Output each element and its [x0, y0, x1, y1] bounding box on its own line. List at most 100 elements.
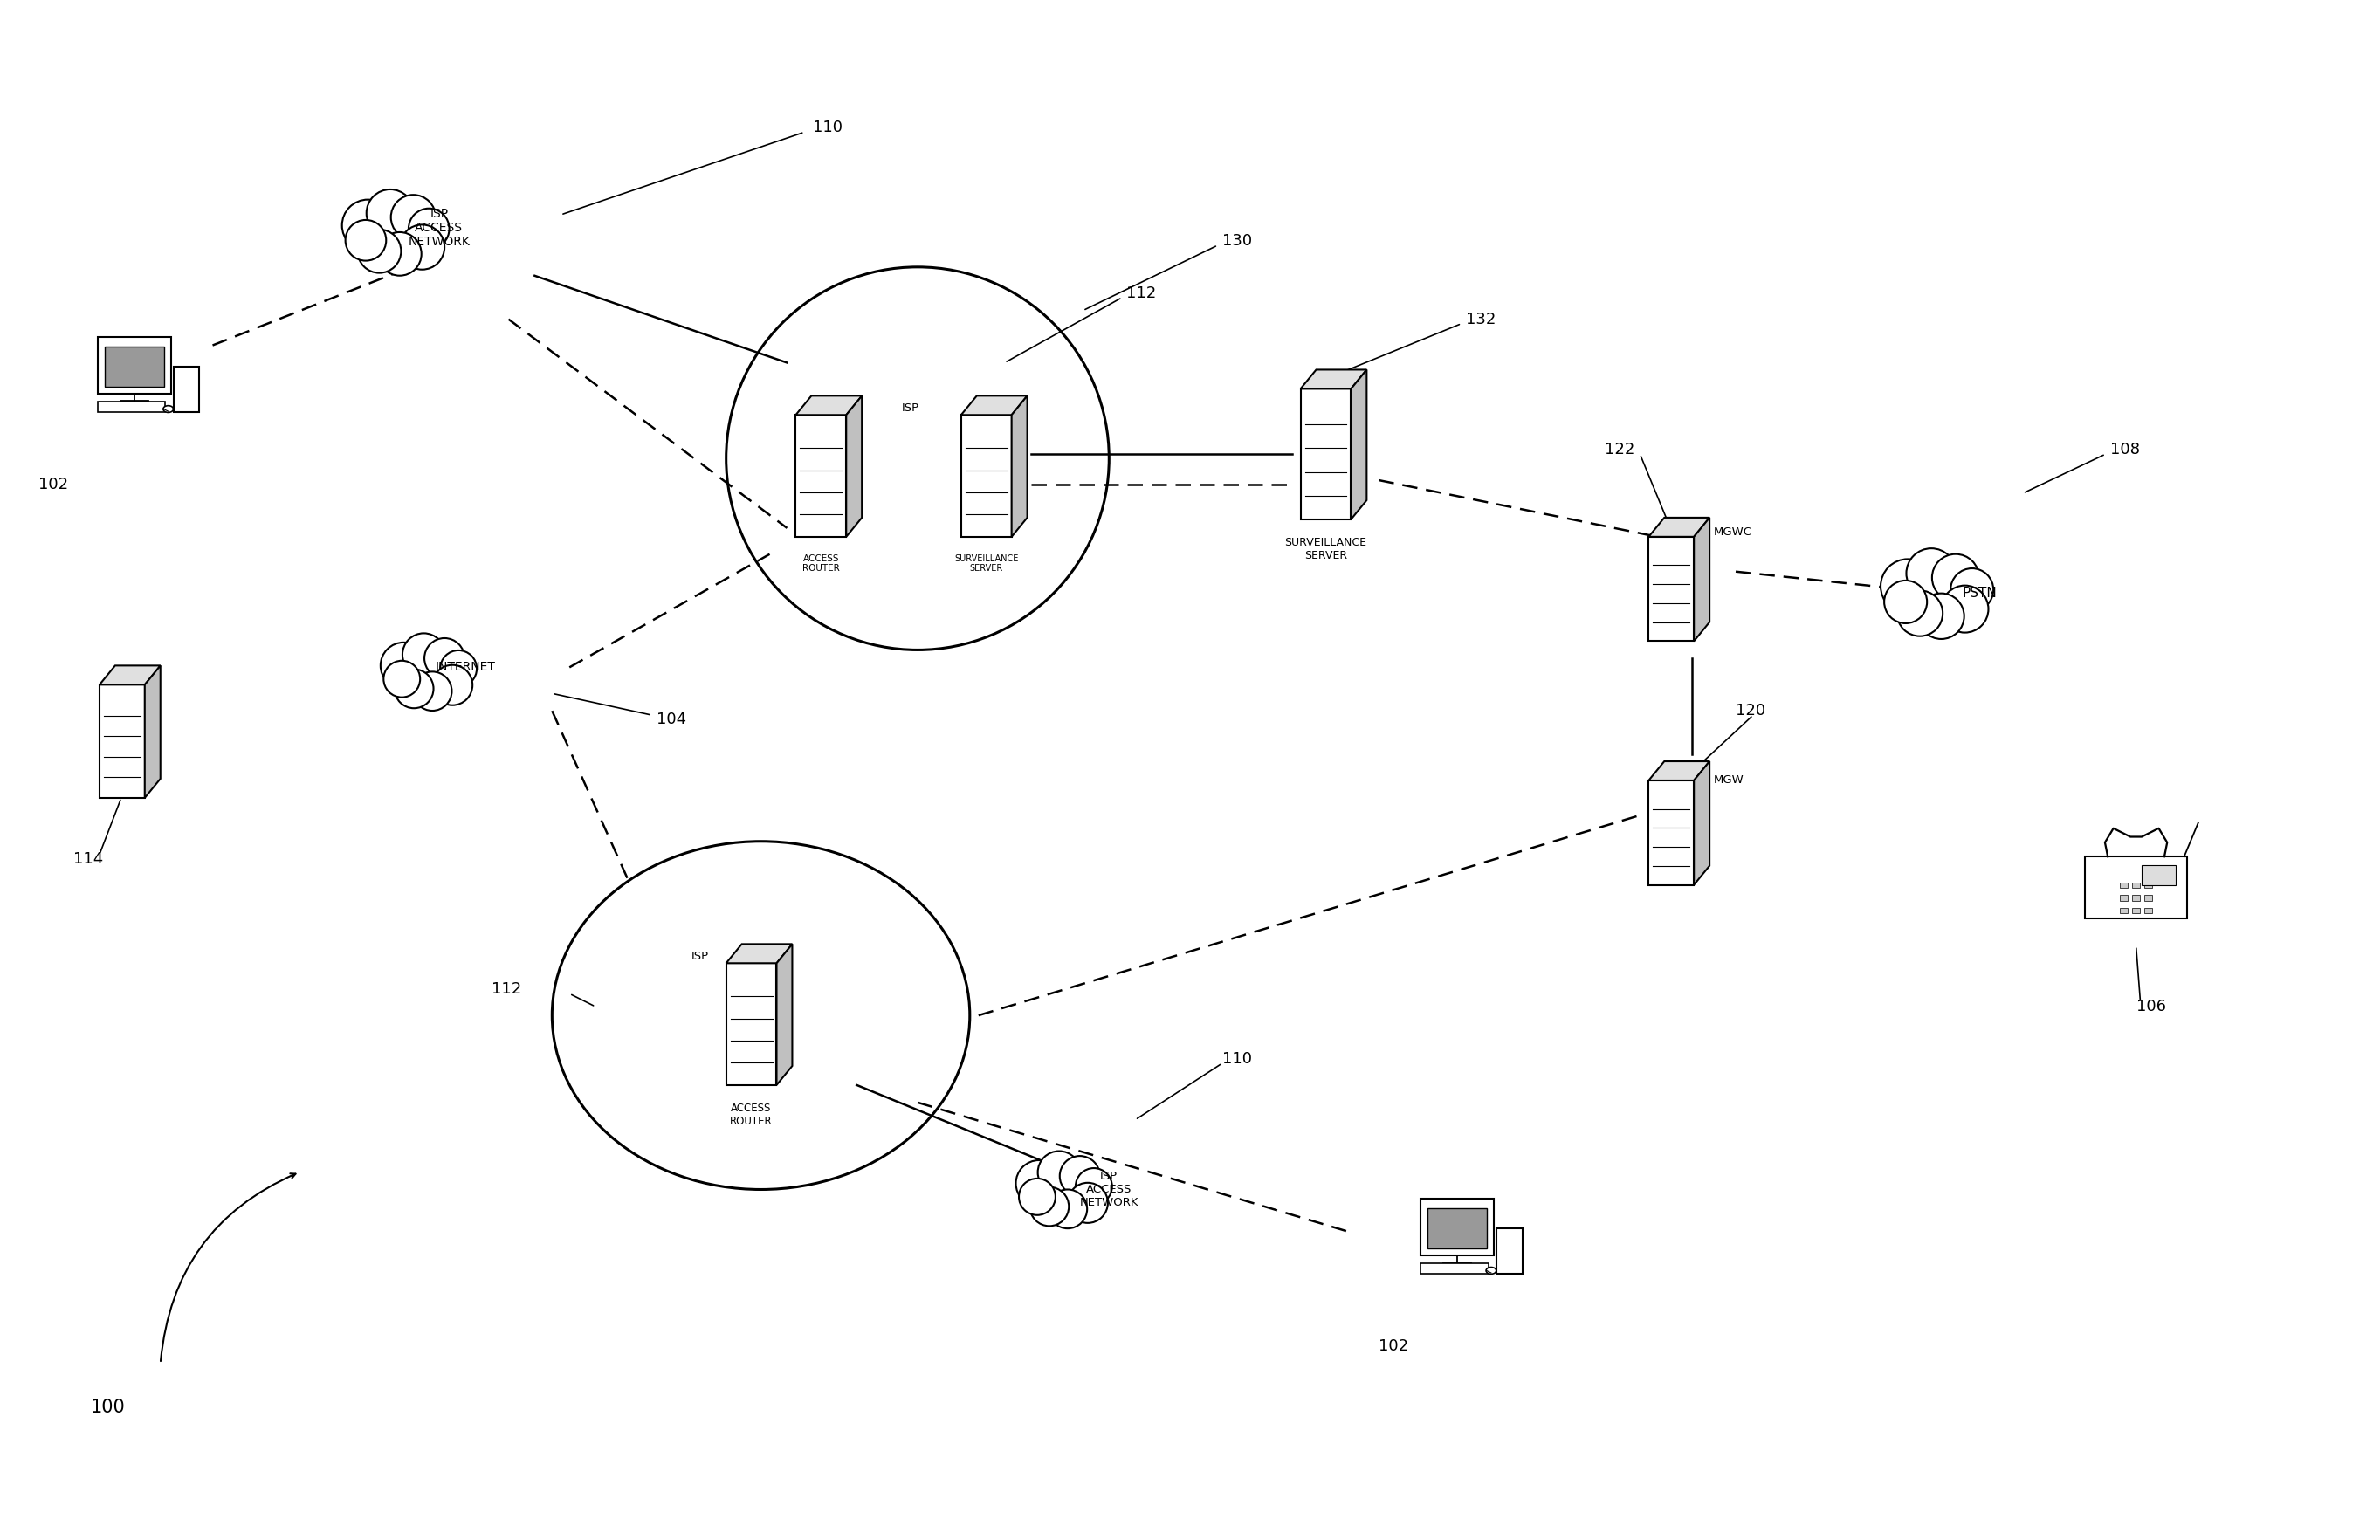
- Text: 112: 112: [1126, 285, 1157, 300]
- Bar: [2121, 895, 2128, 901]
- Text: 100: 100: [90, 1398, 126, 1415]
- Text: 106: 106: [2135, 999, 2166, 1015]
- Polygon shape: [1649, 537, 1695, 641]
- Text: ISP
ACCESS
NETWORK: ISP ACCESS NETWORK: [1081, 1170, 1138, 1209]
- Circle shape: [1019, 1178, 1054, 1215]
- Bar: [2142, 865, 2175, 885]
- Circle shape: [400, 225, 445, 270]
- Circle shape: [1880, 559, 1935, 613]
- Bar: [105, 347, 164, 387]
- Circle shape: [424, 638, 464, 678]
- Bar: [174, 367, 200, 411]
- Bar: [2132, 882, 2140, 889]
- Text: 132: 132: [1466, 311, 1497, 326]
- Circle shape: [1952, 568, 1994, 611]
- Polygon shape: [1352, 370, 1366, 519]
- Polygon shape: [726, 962, 776, 1086]
- Circle shape: [383, 661, 421, 698]
- Circle shape: [409, 208, 450, 249]
- Circle shape: [1059, 1157, 1100, 1197]
- Polygon shape: [1695, 517, 1709, 641]
- Text: 114: 114: [74, 852, 102, 867]
- Polygon shape: [1649, 517, 1709, 537]
- Text: 120: 120: [1735, 702, 1766, 719]
- Bar: [98, 402, 167, 411]
- Circle shape: [1918, 593, 1963, 639]
- Text: 110: 110: [1223, 1052, 1252, 1067]
- Circle shape: [1942, 585, 1987, 633]
- Text: 102: 102: [38, 477, 69, 493]
- Circle shape: [395, 670, 433, 708]
- Bar: [1497, 1229, 1523, 1274]
- Bar: [2144, 907, 2152, 913]
- Bar: [2144, 895, 2152, 901]
- Circle shape: [1933, 554, 1980, 601]
- Circle shape: [381, 642, 426, 688]
- Ellipse shape: [164, 405, 174, 413]
- Text: ISP
ACCESS
NETWORK: ISP ACCESS NETWORK: [407, 208, 469, 248]
- Polygon shape: [795, 414, 847, 537]
- Polygon shape: [145, 665, 159, 798]
- Polygon shape: [1012, 396, 1028, 537]
- Circle shape: [1076, 1169, 1111, 1204]
- Bar: [2132, 907, 2140, 913]
- Circle shape: [1906, 548, 1956, 599]
- Text: 108: 108: [2111, 442, 2140, 457]
- Text: ACCESS
ROUTER: ACCESS ROUTER: [802, 554, 840, 573]
- Text: MGW: MGW: [1714, 775, 1745, 785]
- Circle shape: [412, 671, 452, 710]
- Circle shape: [390, 196, 436, 240]
- Text: SURVEILLANCE
SERVER: SURVEILLANCE SERVER: [954, 554, 1019, 573]
- Circle shape: [1031, 1187, 1069, 1226]
- Text: 112: 112: [490, 981, 521, 998]
- Circle shape: [440, 650, 476, 687]
- Circle shape: [357, 229, 402, 273]
- Bar: [1428, 1207, 1488, 1249]
- Bar: [2085, 856, 2187, 919]
- Polygon shape: [1299, 388, 1352, 519]
- Text: INTERNET: INTERNET: [436, 661, 495, 673]
- Text: ISP: ISP: [902, 402, 919, 414]
- Polygon shape: [100, 685, 145, 798]
- Polygon shape: [847, 396, 862, 537]
- Polygon shape: [1695, 761, 1709, 885]
- Text: 104: 104: [657, 711, 685, 727]
- Bar: [1421, 1198, 1495, 1255]
- Text: PSTN: PSTN: [1961, 587, 1997, 601]
- Circle shape: [402, 633, 445, 676]
- Polygon shape: [100, 665, 159, 685]
- Polygon shape: [726, 944, 793, 962]
- Bar: [2144, 882, 2152, 889]
- Circle shape: [345, 220, 386, 260]
- Bar: [98, 337, 171, 394]
- Circle shape: [1885, 581, 1928, 624]
- Polygon shape: [962, 396, 1028, 414]
- Circle shape: [1016, 1160, 1061, 1206]
- Text: ACCESS
ROUTER: ACCESS ROUTER: [731, 1103, 774, 1127]
- Polygon shape: [776, 944, 793, 1086]
- Text: 130: 130: [1223, 233, 1252, 249]
- Text: 102: 102: [1378, 1338, 1409, 1354]
- Bar: [1421, 1263, 1488, 1274]
- Polygon shape: [1649, 781, 1695, 885]
- Text: 110: 110: [814, 120, 843, 136]
- Bar: [2132, 895, 2140, 901]
- Text: SURVEILLANCE
SERVER: SURVEILLANCE SERVER: [1285, 537, 1366, 561]
- Circle shape: [1897, 590, 1942, 636]
- Ellipse shape: [1485, 1267, 1497, 1274]
- Polygon shape: [962, 414, 1012, 537]
- Polygon shape: [1299, 370, 1366, 388]
- Text: 122: 122: [1604, 442, 1635, 457]
- Bar: [2121, 882, 2128, 889]
- Circle shape: [1047, 1189, 1088, 1229]
- Circle shape: [343, 200, 393, 251]
- Circle shape: [367, 189, 414, 237]
- Text: ISP: ISP: [690, 950, 709, 962]
- Circle shape: [378, 233, 421, 276]
- Circle shape: [433, 665, 474, 705]
- Text: MGWC: MGWC: [1714, 527, 1752, 537]
- Bar: [2121, 907, 2128, 913]
- Circle shape: [1069, 1183, 1107, 1223]
- Polygon shape: [795, 396, 862, 414]
- Polygon shape: [1649, 761, 1709, 781]
